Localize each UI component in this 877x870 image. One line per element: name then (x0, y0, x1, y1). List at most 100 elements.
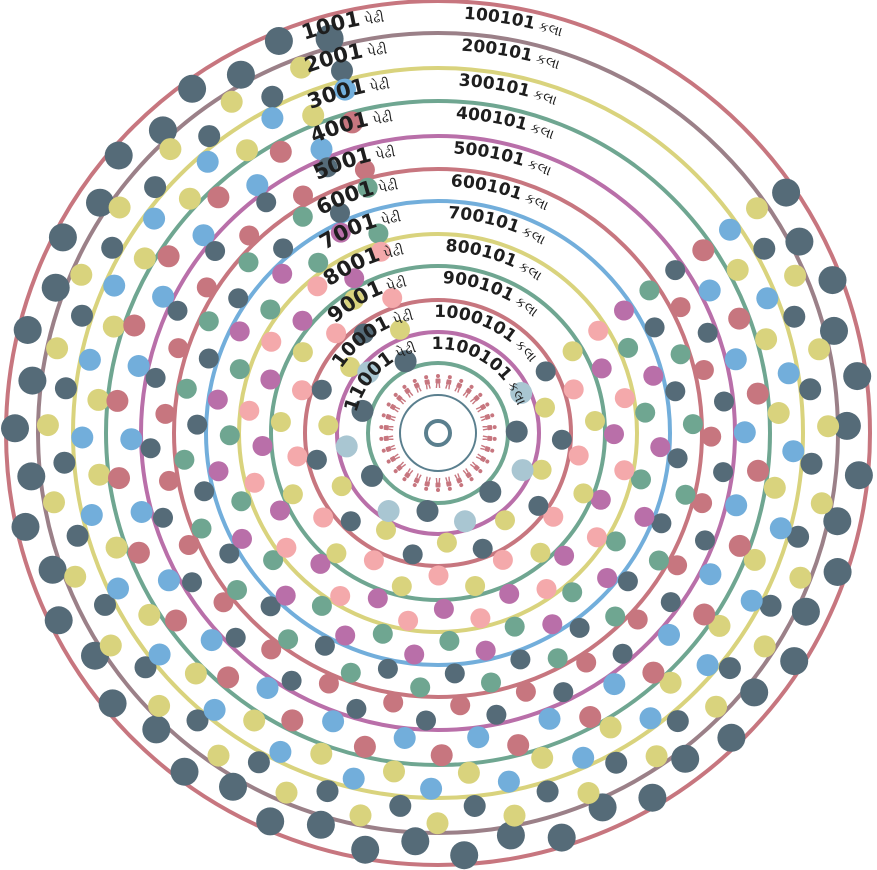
generation-dot (695, 530, 715, 550)
generation-dot (536, 361, 556, 381)
generation-dot (645, 317, 665, 337)
generation-dot (389, 795, 411, 817)
generation-dot (764, 477, 786, 499)
generation-dot (292, 380, 312, 400)
generation-dot (564, 379, 584, 399)
generation-dot (728, 308, 750, 330)
generation-dot (404, 645, 424, 665)
generation-word: પેઢી (374, 144, 397, 163)
generation-dot (539, 708, 561, 730)
generation-dot (364, 550, 384, 570)
generation-dot (256, 192, 276, 212)
generation-dot (747, 383, 769, 405)
generation-dot (67, 525, 89, 547)
generation-dot (394, 727, 416, 749)
generation-dot (315, 636, 335, 656)
generation-dot (668, 448, 688, 468)
generation-dot (270, 141, 292, 163)
generation-dot (817, 415, 839, 437)
person-icon (470, 392, 484, 405)
generation-dot (605, 607, 625, 627)
generation-dot (239, 226, 259, 246)
generation-word: પેઢી (363, 10, 386, 29)
generation-dot (792, 598, 820, 626)
generation-dot (638, 784, 666, 812)
generation-dot (378, 500, 400, 522)
generation-dot (692, 239, 714, 261)
person-icon (436, 478, 441, 492)
generation-dot (756, 287, 778, 309)
generation-dot (403, 544, 423, 564)
years-number: 400101 (455, 103, 529, 135)
generation-dot (778, 362, 800, 384)
generation-dot (159, 138, 181, 160)
generation-dot (281, 709, 303, 731)
generation-dot (260, 370, 280, 390)
generation-dot (588, 321, 608, 341)
generation-dot (753, 238, 775, 260)
generation-dot (194, 481, 214, 501)
generation-dot (760, 595, 782, 617)
generation-dot (276, 782, 298, 804)
generation-dot (168, 301, 188, 321)
generation-dot (278, 629, 298, 649)
generation-dot (585, 411, 605, 431)
generation-dot (587, 527, 607, 547)
generation-dot (729, 535, 751, 557)
generation-dot (476, 641, 496, 661)
generation-dot (45, 606, 73, 634)
generation-dot (131, 501, 153, 523)
generation-dot (70, 264, 92, 286)
generation-dot (719, 219, 741, 241)
person-icon (386, 401, 401, 412)
generation-dot (811, 492, 833, 514)
generation-dot (341, 663, 361, 683)
generation-dot (261, 332, 281, 352)
generation-dot (719, 657, 741, 679)
generation-dot (727, 259, 749, 281)
generation-dot (639, 280, 659, 300)
generation-dot (754, 635, 776, 657)
generation-dot (182, 572, 202, 592)
generation-dot (208, 390, 228, 410)
generation-dot (552, 430, 572, 450)
generation-dot (780, 647, 808, 675)
generation-dot (287, 446, 307, 466)
generation-dot (747, 460, 769, 482)
generation-dot (307, 450, 327, 470)
generation-dot (143, 208, 165, 230)
generation-dot (498, 771, 520, 793)
person-icon (482, 424, 496, 430)
generation-dot (55, 377, 77, 399)
person-icon (462, 468, 474, 482)
generation-dot (772, 179, 800, 207)
person-icon (401, 468, 413, 482)
generation-dot (615, 388, 635, 408)
generation-dot (361, 465, 383, 487)
generation-dot (746, 197, 768, 219)
generation-dot (537, 780, 559, 802)
person-icon (393, 392, 407, 405)
generation-dot (431, 744, 453, 766)
generation-dot (283, 484, 303, 504)
generation-dot (570, 618, 590, 638)
generation-dot (785, 228, 813, 256)
generation-dot (479, 481, 501, 503)
generation-dot (43, 491, 65, 513)
generation-dot (671, 745, 699, 773)
generation-dot (37, 414, 59, 436)
generation-dot (103, 316, 125, 338)
center-hub (379, 374, 497, 492)
generation-dot (649, 551, 669, 571)
generation-dot (106, 537, 128, 559)
generation-dot (71, 305, 93, 327)
generation-dot (236, 139, 258, 161)
generation-dot (179, 535, 199, 555)
generation-dot (317, 780, 339, 802)
generation-dot (667, 710, 689, 732)
years-number: 700101 (448, 203, 523, 238)
generation-word: પેઢી (371, 109, 394, 128)
generation-dot (293, 311, 313, 331)
generation-dot (439, 631, 459, 651)
generation-dot (454, 510, 476, 532)
